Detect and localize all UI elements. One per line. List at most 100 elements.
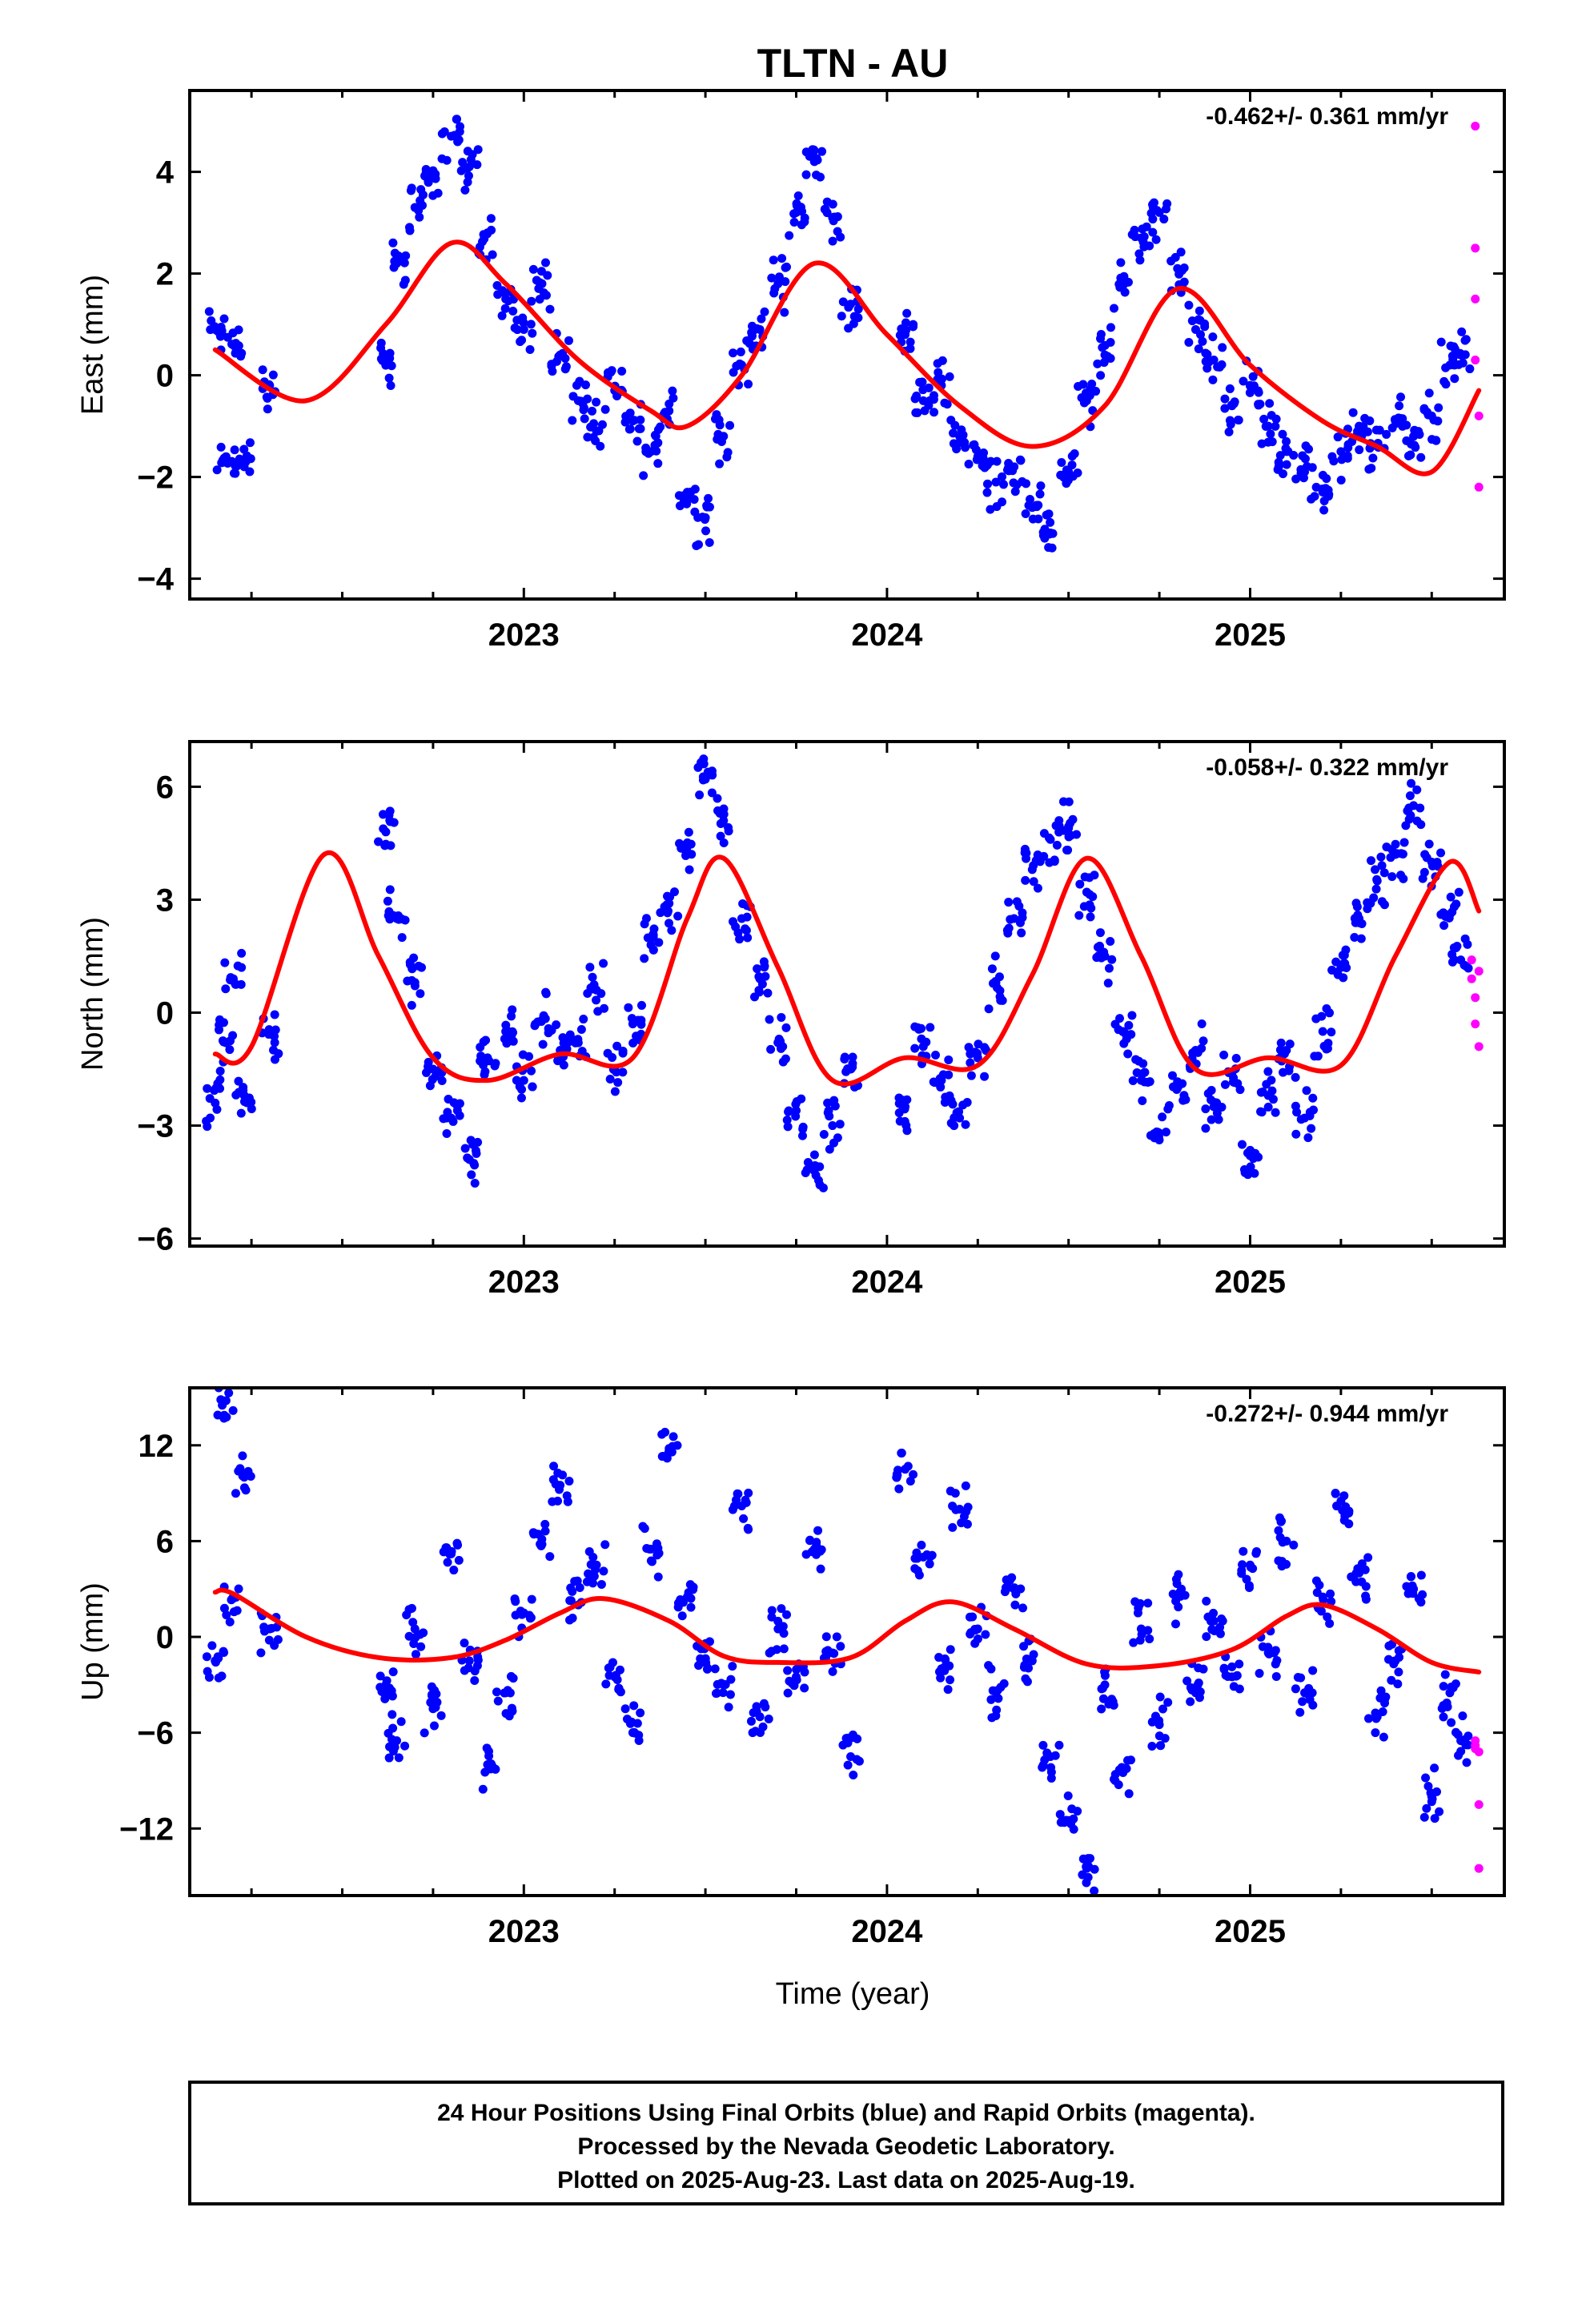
- up-final-point: [1050, 1751, 1060, 1760]
- north-final-point: [1305, 1111, 1315, 1120]
- east-final-point: [245, 438, 255, 448]
- up-final-point: [219, 1603, 229, 1613]
- up-y-tick-label: −12: [119, 1811, 174, 1847]
- north-final-point: [1138, 1059, 1148, 1068]
- east-final-point: [1367, 464, 1376, 473]
- up-final-point: [1010, 1600, 1020, 1610]
- north-final-point: [848, 1052, 857, 1062]
- east-final-point: [385, 348, 395, 358]
- north-final-point: [713, 794, 722, 803]
- up-final-point: [926, 1552, 935, 1562]
- up-final-point: [782, 1610, 792, 1619]
- north-final-point: [1303, 1133, 1313, 1143]
- east-final-point: [472, 160, 482, 170]
- east-final-point: [263, 404, 272, 414]
- east-final-point: [239, 444, 249, 454]
- north-final-point: [1178, 1096, 1188, 1105]
- up-final-point: [482, 1743, 492, 1753]
- north-final-point: [466, 1136, 476, 1145]
- east-final-point: [262, 392, 271, 402]
- east-final-point: [780, 308, 789, 317]
- up-y-tick-label: 6: [156, 1524, 174, 1559]
- east-final-point: [797, 207, 807, 216]
- east-final-point: [1300, 454, 1310, 464]
- east-final-point: [1079, 398, 1089, 408]
- north-final-point: [1446, 892, 1456, 902]
- east-final-point: [400, 275, 410, 285]
- up-final-point: [1158, 1704, 1167, 1714]
- north-final-point: [1219, 1050, 1229, 1059]
- up-final-point: [1258, 1642, 1267, 1651]
- up-final-point: [1402, 1582, 1411, 1591]
- north-final-point: [1095, 941, 1105, 951]
- north-final-point: [226, 973, 235, 983]
- up-final-point: [584, 1569, 593, 1578]
- up-final-point: [894, 1484, 904, 1494]
- north-final-point: [592, 995, 601, 1005]
- east-final-point: [781, 263, 790, 272]
- east-final-point: [1159, 215, 1169, 224]
- east-final-point: [713, 434, 722, 444]
- up-final-point: [528, 1528, 538, 1538]
- east-final-point: [992, 456, 1002, 466]
- up-final-point: [1054, 1740, 1064, 1750]
- north-final-point: [612, 1041, 622, 1051]
- north-x-tick-label: 2023: [488, 1265, 560, 1300]
- up-final-point: [416, 1630, 425, 1639]
- north-final-point: [236, 979, 246, 989]
- north-final-point: [1387, 872, 1397, 882]
- east-final-point: [1215, 362, 1224, 372]
- up-final-point: [986, 1664, 996, 1674]
- up-final-point: [1423, 1782, 1433, 1791]
- north-final-point: [410, 981, 420, 991]
- up-final-point: [673, 1441, 682, 1450]
- up-final-point: [1315, 1580, 1324, 1590]
- up-final-point: [1427, 1797, 1436, 1807]
- up-final-point: [1084, 1855, 1094, 1864]
- east-final-point: [230, 445, 239, 455]
- up-final-point: [1458, 1711, 1468, 1721]
- east-final-point: [991, 477, 1001, 487]
- north-final-point: [559, 1060, 568, 1070]
- north-final-point: [1022, 854, 1031, 863]
- east-final-point: [1263, 437, 1273, 447]
- east-final-point: [1225, 384, 1235, 393]
- up-final-point: [992, 1705, 1002, 1715]
- up-final-point: [1430, 1814, 1439, 1823]
- east-final-point: [808, 145, 817, 155]
- east-final-point: [785, 231, 794, 240]
- east-plot-area: [204, 115, 1484, 553]
- north-final-point: [1143, 1077, 1153, 1087]
- east-final-point: [583, 432, 592, 442]
- east-final-point: [1460, 336, 1470, 345]
- up-final-point: [234, 1466, 243, 1476]
- up-final-point: [1312, 1588, 1322, 1598]
- up-final-point: [1326, 1589, 1335, 1598]
- east-final-point: [463, 147, 472, 156]
- north-final-point: [791, 1112, 801, 1121]
- east-final-point: [442, 155, 452, 165]
- east-final-point: [1363, 427, 1372, 436]
- north-final-point: [910, 1043, 920, 1053]
- east-final-point: [1322, 474, 1331, 484]
- up-final-point: [566, 1583, 576, 1593]
- north-final-point: [707, 766, 717, 776]
- east-final-point: [1424, 388, 1434, 398]
- north-final-point: [1097, 953, 1106, 963]
- up-final-point: [724, 1703, 733, 1712]
- east-final-point: [597, 420, 607, 429]
- up-final-point: [1371, 1708, 1380, 1718]
- east-final-point: [1116, 273, 1126, 283]
- north-rapid-point: [1471, 993, 1480, 1003]
- east-final-point: [1220, 404, 1230, 413]
- up-final-point: [408, 1618, 418, 1627]
- north-final-point: [1062, 846, 1071, 855]
- north-final-point: [1308, 1093, 1318, 1103]
- north-final-point: [1239, 1165, 1249, 1175]
- north-final-point: [1371, 865, 1380, 875]
- up-model-curve: [212, 1587, 1482, 1675]
- east-final-point: [979, 448, 989, 457]
- north-final-point: [766, 1044, 776, 1054]
- east-final-point: [1278, 429, 1287, 439]
- up-final-point: [1242, 1574, 1251, 1584]
